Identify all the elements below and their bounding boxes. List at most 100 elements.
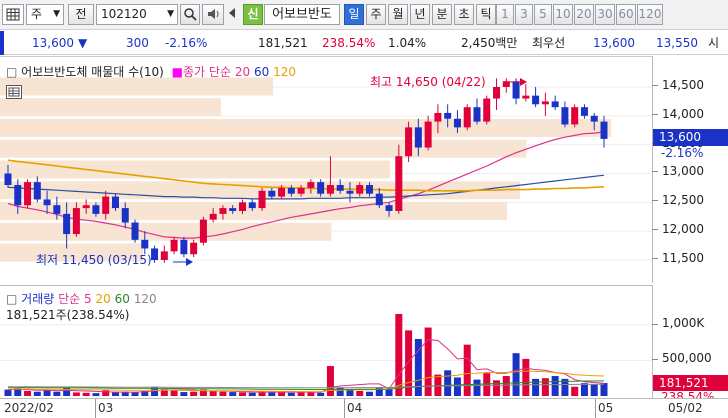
ma-line-120 (7, 159, 605, 192)
candle (53, 196, 61, 220)
period-tab-2[interactable]: 월 (388, 4, 408, 25)
interval-tab-0[interactable]: 1 (496, 4, 514, 25)
vol-legend-ma120: 120 (133, 292, 157, 306)
candle-body (24, 182, 32, 206)
period-tab-1[interactable]: 주 (366, 4, 386, 25)
stock-code-input[interactable]: 102120 ▼ (96, 4, 178, 25)
low-arrow-icon (186, 258, 193, 266)
volume-bar (307, 392, 315, 396)
candle-body (190, 242, 198, 255)
speaker-icon[interactable] (202, 4, 224, 25)
candle (131, 219, 139, 243)
mode-button[interactable]: 전 (68, 4, 94, 25)
candle-body (551, 101, 559, 108)
candle-body (151, 248, 159, 260)
candle (366, 182, 374, 197)
toolbar: 주 ▼ 전 102120 ▼ 신 어보브반도 일 주 월 년 분 초 틱 1 3 5 10 20 30 60 1… (0, 0, 728, 30)
volume-profile-bar (0, 139, 527, 158)
candle-body (366, 185, 374, 194)
vol-legend-title: 거래량 (21, 292, 55, 306)
volume-bar (131, 392, 139, 396)
price-legend: □ 어보브반도체 매물대 수(10) ■종가 단순 20 60 120 (6, 65, 296, 79)
interval-tab-4[interactable]: 20 (574, 4, 594, 25)
volume-profile-bar (0, 222, 332, 241)
candle-body (111, 196, 119, 209)
vol-legend-ma20: 20 (95, 292, 111, 306)
table-toggle-icon[interactable] (6, 85, 22, 99)
candle-body (561, 107, 569, 125)
candle (199, 216, 207, 246)
candle-body (414, 127, 422, 148)
current-volume-tag: 181,521 (653, 375, 728, 392)
prev-icon[interactable] (226, 4, 238, 25)
interval-tab-2[interactable]: 5 (534, 4, 552, 25)
candle-body (375, 193, 383, 206)
market-select[interactable]: 주 ▼ (26, 4, 64, 25)
period-tab-5[interactable]: 초 (454, 4, 474, 25)
interval-tab-7[interactable]: 120 (637, 4, 663, 25)
candle (82, 199, 90, 214)
interval-tab-5[interactable]: 30 (595, 4, 615, 25)
period-tab-3[interactable]: 년 (410, 4, 430, 25)
volume-bar (14, 388, 22, 396)
axis-tick-mark (652, 171, 658, 173)
candle-body (502, 81, 510, 87)
candle (170, 236, 178, 255)
search-icon[interactable] (180, 4, 200, 25)
candle-body (180, 239, 188, 255)
axis-tick-mark (652, 85, 658, 86)
grid-icon[interactable] (2, 4, 24, 25)
period-tab-0[interactable]: 일 (344, 4, 364, 25)
price-tick-4: 12,500 (662, 193, 704, 208)
candle (33, 176, 41, 203)
candle-body (571, 107, 579, 125)
axis-tick-mark (652, 359, 658, 361)
candle-body (199, 219, 207, 243)
vol-ma-line-60 (8, 380, 605, 391)
price-chart-pane[interactable]: □ 어보브반도체 매물대 수(10) ■종가 단순 20 60 120 최고 1… (0, 56, 652, 283)
candle-body (483, 98, 491, 122)
volume-bar (92, 393, 100, 396)
best-quote-label: 최우선 (532, 36, 566, 50)
candle-body (463, 107, 471, 128)
legend-close: 종가 (183, 65, 206, 79)
vol-legend-ma60: 60 (114, 292, 130, 306)
volume-bar (219, 391, 227, 396)
candle (375, 187, 383, 209)
period-tab-6[interactable]: 틱 (476, 4, 496, 25)
volume-bar (151, 386, 159, 396)
interval-tab-1[interactable]: 3 (515, 4, 533, 25)
stock-name[interactable]: 어보브반도 (264, 4, 340, 25)
candle (483, 95, 491, 125)
volume-profile-bar (0, 118, 611, 137)
accent-bar (0, 31, 4, 55)
volume-bar (4, 389, 12, 396)
axis-tick-mark (652, 323, 658, 325)
candle (502, 78, 510, 93)
interval-tab-3[interactable]: 10 (553, 4, 573, 25)
period-tab-4[interactable]: 분 (432, 4, 452, 25)
volume-bar (180, 392, 188, 396)
candle (180, 236, 188, 258)
date-label-3: 05 (598, 401, 614, 415)
volume-bar (522, 358, 530, 396)
volume-bar (561, 378, 569, 396)
volume-bar (190, 391, 198, 396)
volume-bar (385, 389, 393, 396)
volume-bar (170, 389, 178, 396)
volume-bar (160, 389, 168, 396)
interval-tab-6[interactable]: 60 (616, 4, 636, 25)
volume-bar (63, 387, 71, 396)
candle (111, 193, 119, 211)
volume-bar (199, 389, 207, 396)
candle-body (600, 121, 608, 139)
volume-bar (102, 390, 110, 396)
volume-bar (493, 380, 501, 396)
volume-bar (541, 378, 549, 396)
candle (571, 104, 579, 128)
candle (532, 87, 540, 108)
candle (405, 121, 413, 162)
volume-chart-pane[interactable]: □ 거래량 단순 5 20 60 120 181,521주(238.54%) (0, 285, 652, 398)
candle-body (297, 187, 305, 194)
candle-body (346, 190, 354, 194)
